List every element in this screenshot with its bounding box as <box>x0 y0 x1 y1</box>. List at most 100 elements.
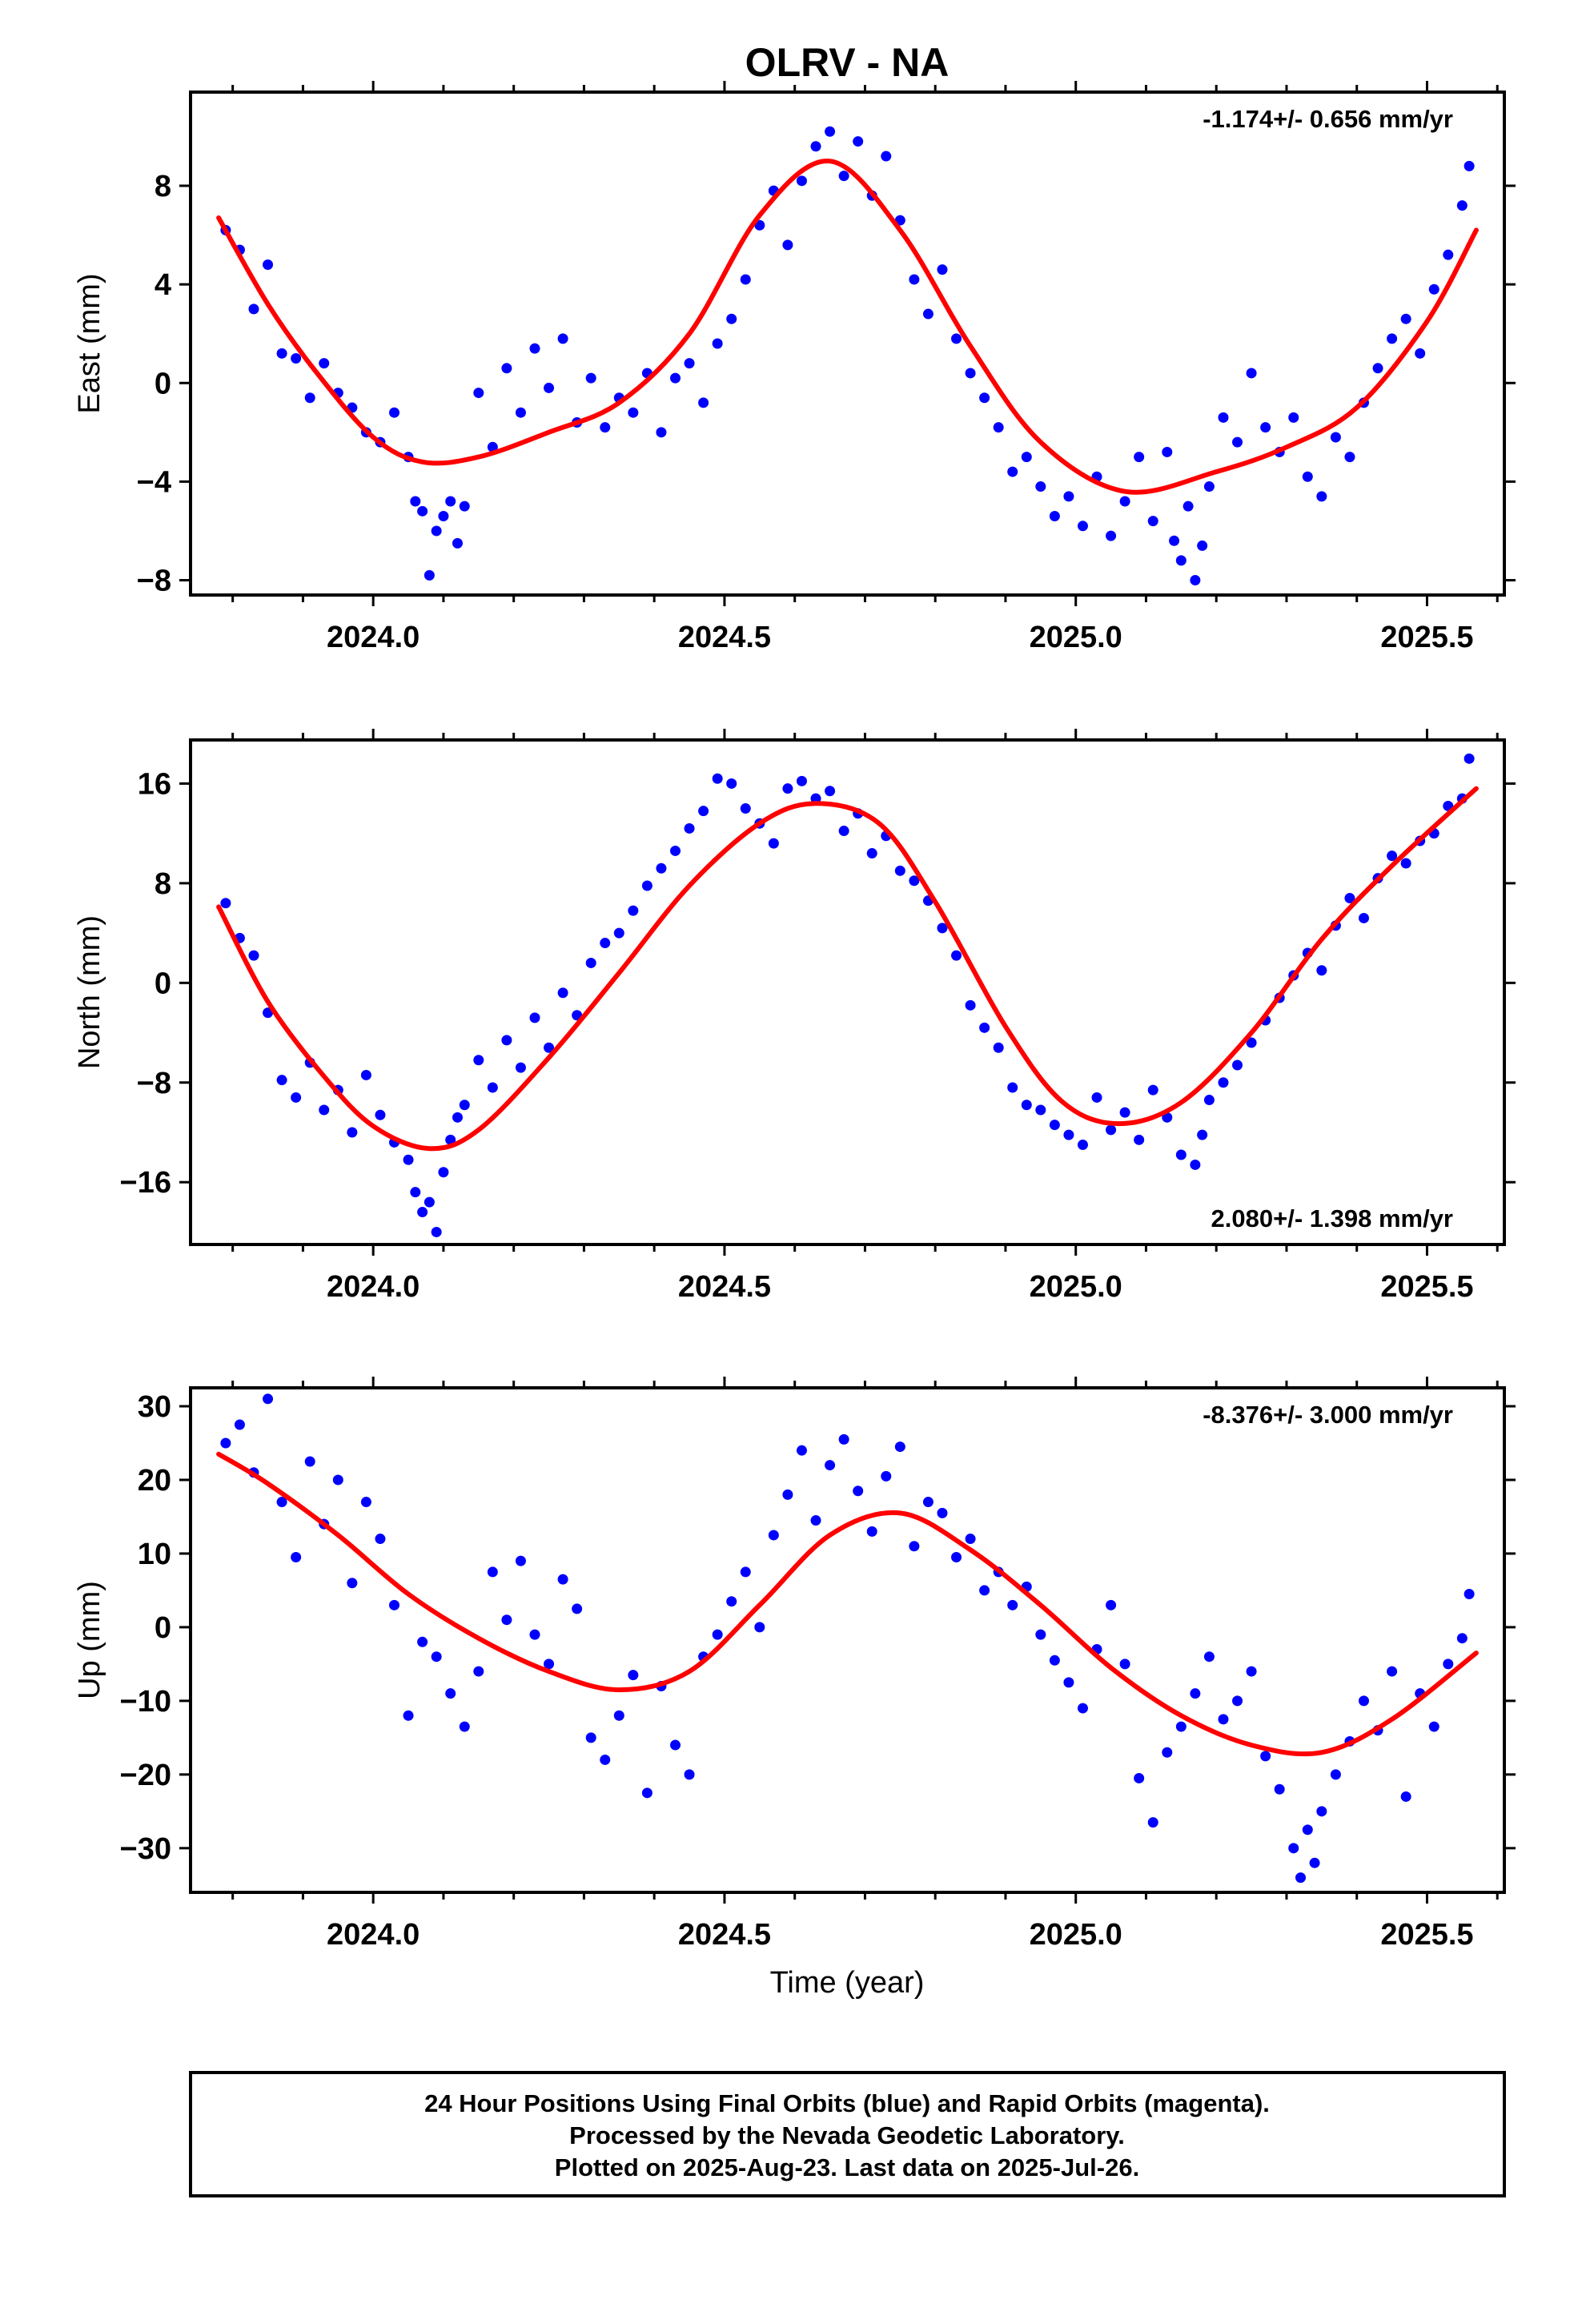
north-data-point <box>403 1154 414 1165</box>
east-data-point <box>1134 452 1145 463</box>
north-data-point <box>782 783 793 794</box>
up-data-point <box>922 1497 934 1508</box>
north-data-point <box>951 950 962 961</box>
north-data-point <box>487 1082 498 1093</box>
up-data-point <box>853 1486 864 1497</box>
north-ytick-label: 8 <box>155 867 171 901</box>
up-data-point <box>1456 1633 1468 1644</box>
east-data-point <box>1049 510 1060 521</box>
north-data-point <box>438 1167 449 1178</box>
east-data-point <box>1106 530 1117 541</box>
east-data-point <box>515 407 526 418</box>
east-data-point <box>431 525 442 537</box>
east-data-point <box>529 343 540 354</box>
up-data-point <box>347 1578 358 1589</box>
north-data-point <box>410 1187 421 1198</box>
north-data-point <box>1464 753 1475 764</box>
east-data-point <box>1218 412 1229 423</box>
east-data-point <box>922 308 934 320</box>
north-rate-label: 2.080+/- 1.398 mm/yr <box>1211 1204 1453 1232</box>
x-axis-label: Time (year) <box>770 1966 925 2000</box>
up-data-point <box>1134 1772 1145 1783</box>
up-data-point <box>1119 1659 1130 1670</box>
east-data-point <box>1147 516 1158 527</box>
east-data-point <box>1077 521 1088 532</box>
east-data-point <box>1330 432 1341 443</box>
north-ytick-label: −8 <box>137 1067 171 1100</box>
up-data-point <box>585 1732 596 1743</box>
north-data-point <box>698 806 709 817</box>
east-ytick-label: 0 <box>155 367 171 400</box>
up-data-point <box>1175 1721 1186 1732</box>
up-data-point <box>810 1515 821 1526</box>
up-data-point <box>965 1534 976 1545</box>
up-data-point <box>1203 1651 1215 1663</box>
north-data-point <box>501 1035 512 1046</box>
east-data-point <box>951 333 962 344</box>
up-data-point <box>388 1599 400 1610</box>
north-data-point <box>894 865 905 876</box>
north-data-point <box>670 845 681 856</box>
up-data-point <box>825 1460 836 1471</box>
east-data-point <box>1035 481 1046 493</box>
up-data-point <box>1007 1599 1018 1610</box>
north-data-point <box>319 1104 330 1116</box>
up-data-point <box>768 1530 779 1541</box>
east-data-point <box>445 496 456 507</box>
north-data-point <box>1077 1140 1088 1151</box>
up-data-point <box>1330 1769 1341 1780</box>
up-data-point <box>1295 1872 1307 1884</box>
east-data-point <box>1175 555 1186 566</box>
up-ytick-label: 20 <box>138 1464 171 1498</box>
north-data-point <box>452 1112 463 1123</box>
up-data-point <box>501 1614 512 1626</box>
east-data-point <box>993 422 1004 433</box>
east-fit-curve <box>216 159 1479 495</box>
north-data-point <box>360 1069 371 1080</box>
east-data-point <box>684 358 695 369</box>
north-data-point <box>866 848 877 859</box>
up-data-point <box>1063 1677 1074 1688</box>
up-data-point <box>881 1470 892 1482</box>
east-data-point <box>853 136 864 147</box>
up-data-point <box>1190 1688 1201 1699</box>
up-data-point <box>613 1710 624 1721</box>
north-ytick-label: 0 <box>155 967 171 1000</box>
footer-box: 24 Hour Positions Using Final Orbits (bl… <box>189 2071 1506 2197</box>
east-data-point <box>585 372 596 384</box>
north-data-point <box>1387 850 1398 862</box>
up-data-point <box>1316 1806 1327 1817</box>
east-data-point <box>712 338 723 349</box>
up-data-point <box>1443 1659 1454 1670</box>
north-data-point <box>544 1042 555 1053</box>
north-data-point <box>1063 1129 1074 1140</box>
east-data-point <box>1197 540 1208 551</box>
east-data-point <box>1021 452 1032 463</box>
up-data-point <box>1309 1857 1320 1868</box>
up-data-point <box>937 1507 948 1518</box>
east-data-point <box>1302 471 1313 482</box>
east-panel: −8 −4 0 4 8 2024.0 2024.5 2025.0 2025.5 East (mm)… <box>73 81 1516 654</box>
up-data-point <box>909 1541 920 1552</box>
north-xtick-label: 2024.5 <box>678 1270 771 1304</box>
up-data-point <box>838 1433 849 1445</box>
east-data-point <box>1232 436 1243 448</box>
east-data-point <box>459 501 470 512</box>
up-xtick-label: 2025.5 <box>1380 1918 1473 1952</box>
up-data-point <box>951 1552 962 1563</box>
up-data-point <box>572 1603 583 1614</box>
east-data-point <box>1456 200 1468 211</box>
north-data-point <box>220 898 231 909</box>
north-data-point <box>1344 893 1355 904</box>
up-data-point <box>431 1651 442 1663</box>
east-data-point <box>838 171 849 182</box>
east-data-point <box>825 126 836 137</box>
east-data-point <box>979 392 990 404</box>
north-data-point <box>909 875 920 887</box>
north-data-point <box>424 1196 435 1208</box>
north-data-point <box>585 957 596 968</box>
east-ytick-label: 8 <box>155 170 171 203</box>
north-data-point <box>1232 1059 1243 1071</box>
east-data-point <box>782 239 793 251</box>
